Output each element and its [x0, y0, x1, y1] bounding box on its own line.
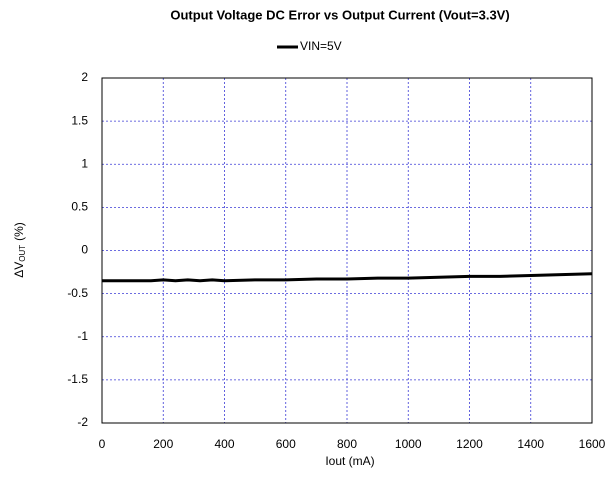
- x-tick-label: 0: [99, 437, 106, 451]
- x-tick-label: 600: [276, 437, 296, 451]
- x-tick-label: 400: [214, 437, 234, 451]
- x-tick-label: 1400: [517, 437, 544, 451]
- x-tick-label: 1200: [456, 437, 483, 451]
- x-tick-label: 1600: [579, 437, 606, 451]
- y-tick-label: 1: [81, 156, 88, 170]
- y-tick-label: 0: [81, 243, 88, 257]
- y-tick-label: -2: [77, 415, 88, 429]
- y-tick-label: 1.5: [71, 113, 88, 127]
- plot-border: [101, 77, 593, 424]
- y-tick-label: -0.5: [67, 286, 88, 300]
- x-axis-label: Iout (mA): [325, 454, 374, 468]
- y-tick-label: 0.5: [71, 200, 88, 214]
- y-tick-label: 2: [81, 70, 88, 84]
- data-line: [102, 272, 593, 283]
- x-tick-label: 800: [337, 437, 357, 451]
- x-tick-label: 200: [153, 437, 173, 451]
- chart-title: Output Voltage DC Error vs Output Curren…: [170, 7, 509, 22]
- y-tick-label: -1: [77, 329, 88, 343]
- x-tick-label: 1000: [395, 437, 422, 451]
- y-axis-label: ΔVOUT(%): [12, 222, 27, 278]
- y-tick-label: -1.5: [67, 372, 88, 386]
- legend-label: VIN=5V: [300, 39, 342, 53]
